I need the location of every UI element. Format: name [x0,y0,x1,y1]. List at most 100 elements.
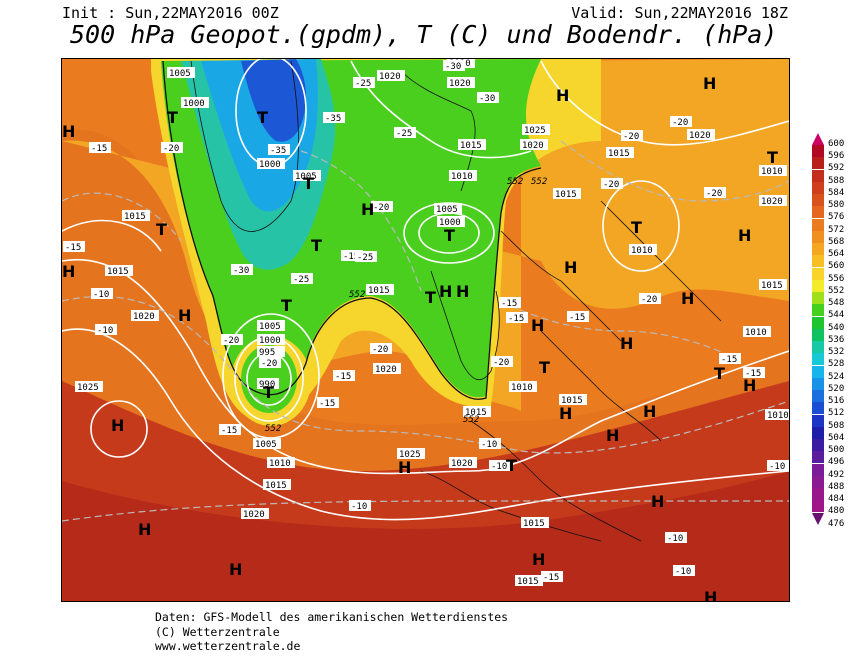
pressure-label: 1020 [377,70,405,82]
svg-text:-15: -15 [569,313,585,323]
high-marker: H [138,520,151,539]
pressure-label: 1015 [553,188,581,200]
pressure-label: 1015 [759,279,787,291]
legend-swatch [812,402,824,415]
svg-text:-15: -15 [343,252,359,262]
blue-core-zone [241,59,306,142]
map-title: 500 hPa Geopot.(gpdm), T (C) und Bodendr… [70,20,778,49]
contour-552-line [162,60,542,400]
svg-text:1005: 1005 [436,205,458,215]
temp-label: -15 [219,424,241,436]
high-marker: H [439,282,452,301]
legend-swatch [812,500,824,513]
pressure-label: 1000 [437,216,465,228]
pressure-label: 1015 [366,284,394,296]
high-marker: H [531,316,544,335]
svg-text:-15: -15 [221,426,237,436]
pressure-labels: 1005 1000 1000 1020 1030 1020 1025 1020 … [75,59,789,587]
temp-label: -20 [371,201,393,213]
temp-label: -20 [621,130,643,142]
valid-time: Valid: Sun,22MAY2016 18Z [571,4,788,22]
footer-copyright: (C) Wetterzentrale [155,624,280,639]
legend-label: 528 [828,359,845,370]
svg-text:1015: 1015 [368,286,390,296]
legend-label: 544 [828,310,845,321]
svg-text:-10: -10 [351,502,367,512]
legend-label: 492 [828,469,845,480]
high-marker: H [398,458,411,477]
high-marker: H [564,258,577,277]
temp-label: -10 [673,565,695,577]
svg-text:1000: 1000 [259,160,281,170]
svg-text:1015: 1015 [761,281,783,291]
low-marker: T [311,236,322,255]
pressure-label: 1025 [522,124,550,136]
svg-text:-30: -30 [233,266,249,276]
legend-swatch [812,475,824,488]
svg-text:1015: 1015 [124,212,146,222]
low-marker: T [303,174,314,193]
low-pressure-markers: T T T T T T T T T T T T T T [156,108,778,475]
legend-label: 488 [828,481,845,492]
legend-swatch [812,353,824,366]
legend-swatch [812,488,824,501]
svg-text:1020: 1020 [133,312,155,322]
svg-text:1020: 1020 [449,79,471,89]
legend-swatch [812,255,824,268]
svg-text:-10: -10 [667,534,683,544]
pressure-label: 1015 [515,575,543,587]
legend-swatch [812,181,824,194]
pressure-label: 1020 [687,129,715,141]
svg-text:1020: 1020 [379,72,401,82]
legend-label: 532 [828,347,845,358]
legend-label: 568 [828,236,845,247]
temp-label: -20 [161,142,183,154]
svg-text:1010: 1010 [767,411,789,421]
pressure-label: 1000 [257,158,285,170]
legend-swatch [812,328,824,341]
svg-text:-20: -20 [163,144,179,154]
svg-text:-35: -35 [270,146,286,156]
temp-label: -15 [567,311,589,323]
low-marker: T [506,456,517,475]
high-marker: H [651,492,664,511]
legend-label: 588 [828,175,845,186]
svg-text:1025: 1025 [524,126,546,136]
legend-swatch [812,267,824,280]
high-marker: H [456,282,469,301]
svg-text:1005: 1005 [295,172,317,182]
temp-label: -30 [443,60,465,72]
high-marker: H [229,560,242,579]
pressure-label: 1020 [447,77,475,89]
legend-swatch [812,390,824,403]
temperature-labels: -25 -30 -20 -25 -35 -35 -15 -15 -20 -15 … [63,60,789,583]
legend-label: 500 [828,445,845,456]
pressure-label: 1020 [373,363,401,375]
legend-label: 576 [828,212,845,223]
svg-text:-20: -20 [672,118,688,128]
temp-label: -25 [353,77,375,89]
svg-text:995: 995 [259,348,275,358]
legend-label: 548 [828,298,845,309]
pressure-label: 1005 [293,170,321,182]
temp-label: -15 [317,397,339,409]
temp-label: -20 [221,334,243,346]
svg-text:1000: 1000 [439,218,461,228]
svg-text:1020: 1020 [375,365,397,375]
contour-552-labels: 552 552 552 552 552 [265,177,547,434]
pressure-label: 1020 [131,310,159,322]
high-marker: H [703,74,716,93]
svg-text:-20: -20 [623,132,639,142]
legend-top-arrow [812,133,824,145]
low-marker: T [631,218,642,237]
svg-text:-15: -15 [501,299,517,309]
low-marker: T [281,296,292,315]
init-time: Init : Sun,22MAY2016 00Z [62,4,279,22]
hot-zone-south [62,471,789,601]
pressure-label: 1010 [743,326,771,338]
pressure-label: 1005 [253,438,281,450]
temp-label: -35 [323,112,345,124]
svg-text:1010: 1010 [451,172,473,182]
pressure-label: 1015 [606,147,634,159]
svg-text:-10: -10 [93,290,109,300]
